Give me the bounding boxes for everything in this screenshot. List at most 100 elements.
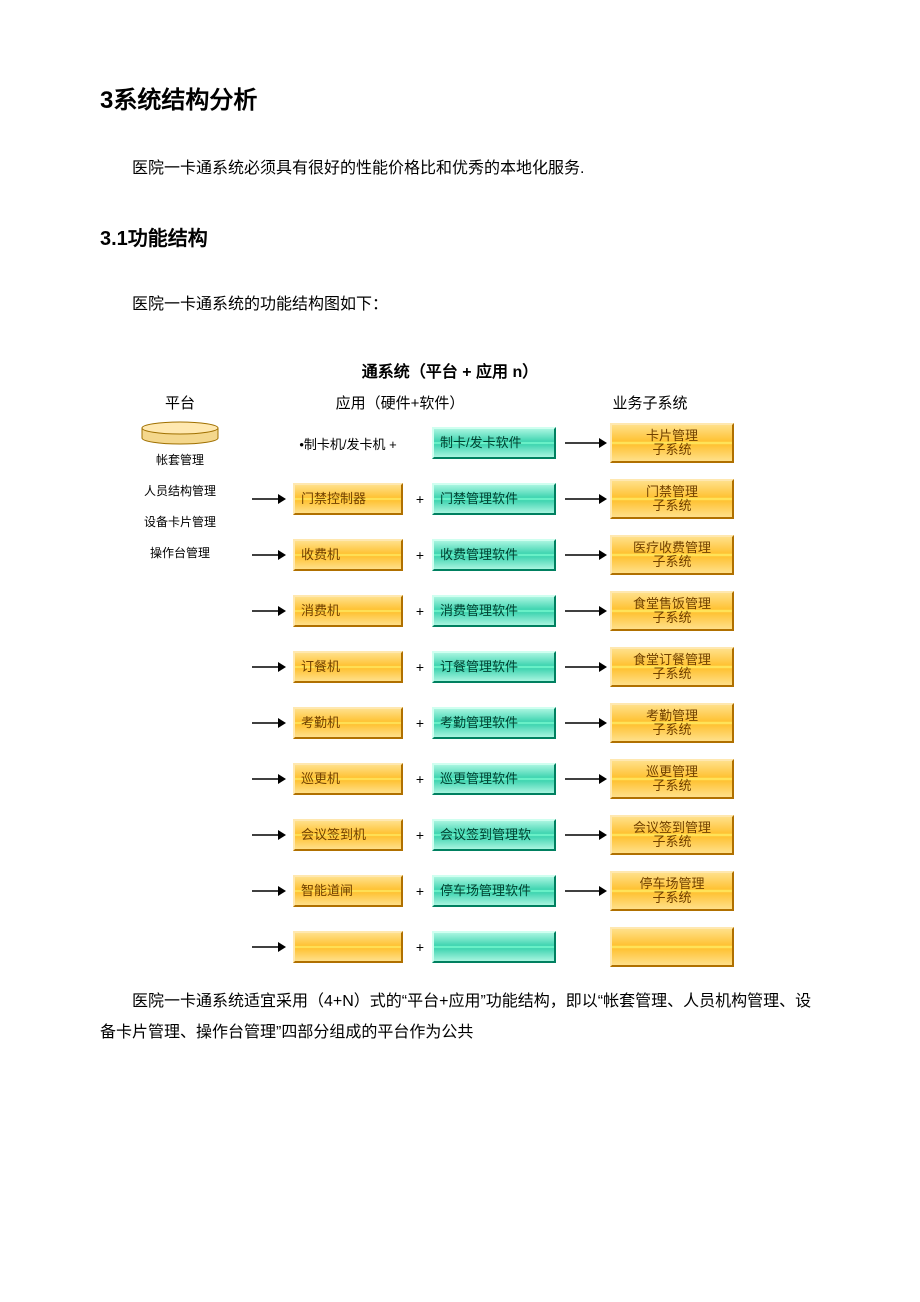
cylinder-icon — [140, 421, 220, 443]
plus-sign: + — [408, 827, 432, 843]
hardware-slot: 巡更机 — [288, 763, 408, 795]
subsystem-box: 食堂售饭管理 子系统 — [610, 591, 734, 631]
diagram-row: 收费机 +收费管理软件 医疗收费管理 子系统 — [250, 533, 790, 577]
arrow-out-icon — [562, 436, 610, 450]
arrow-in-icon — [250, 604, 288, 618]
hardware-slot: 会议签到机 — [288, 819, 408, 851]
platform-label: 操作台管理 — [110, 544, 250, 561]
subsystem-slot: 停车场管理 子系统 — [610, 871, 740, 911]
subsystem-slot: 巡更管理 子系统 — [610, 759, 740, 799]
software-box: 制卡/发卡软件 — [432, 427, 556, 459]
software-slot: 制卡/发卡软件 — [432, 427, 562, 459]
software-slot: 收费管理软件 — [432, 539, 562, 571]
plus-sign: + — [408, 603, 432, 619]
hardware-box: 门禁控制器 — [293, 483, 403, 515]
subsystem-box: 停车场管理 子系统 — [610, 871, 734, 911]
software-box: 收费管理软件 — [432, 539, 556, 571]
platform-label: 人员结构管理 — [110, 482, 250, 499]
software-slot: 考勤管理软件 — [432, 707, 562, 739]
arrow-in-icon — [250, 772, 288, 786]
diagram-column-headers: 平台 应用（硬件+软件） 业务子系统 — [110, 392, 790, 413]
platform-label: 设备卡片管理 — [110, 513, 250, 530]
plus-sign: + — [408, 715, 432, 731]
plus-sign: + — [408, 883, 432, 899]
intro2-paragraph: 医院一卡通系统的功能结构图如下： — [100, 291, 820, 318]
col-header-app: 应用（硬件+软件） — [250, 392, 550, 413]
diagram-row: 巡更机 +巡更管理软件 巡更管理 子系统 — [250, 757, 790, 801]
col-header-platform: 平台 — [110, 392, 250, 413]
subsystem-box: 会议签到管理 子系统 — [610, 815, 734, 855]
arrow-in-icon — [250, 548, 288, 562]
closing-paragraph: 医院一卡通系统适宜采用（4+N）式的“平台+应用”功能结构，即以“帐套管理、人员… — [100, 987, 820, 1048]
subsection-heading: 3.1功能结构 — [100, 222, 820, 251]
plus-sign: + — [408, 547, 432, 563]
platform-label: 帐套管理 — [110, 451, 250, 468]
hardware-slot: 消费机 — [288, 595, 408, 627]
software-slot: 会议签到管理软 — [432, 819, 562, 851]
software-slot: 巡更管理软件 — [432, 763, 562, 795]
col-header-subsystem: 业务子系统 — [550, 392, 750, 413]
hardware-box: 订餐机 — [293, 651, 403, 683]
section-heading: 3系统结构分析 — [100, 80, 820, 115]
arrow-in-icon — [250, 492, 288, 506]
software-slot — [432, 931, 562, 963]
software-box: 门禁管理软件 — [432, 483, 556, 515]
subsystem-slot: 食堂订餐管理 子系统 — [610, 647, 740, 687]
hardware-box: 智能道闸 — [293, 875, 403, 907]
hardware-box: 收费机 — [293, 539, 403, 571]
hardware-box: 消费机 — [293, 595, 403, 627]
subsystem-slot: 考勤管理 子系统 — [610, 703, 740, 743]
intro-paragraph: 医院一卡通系统必须具有很好的性能价格比和优秀的本地化服务. — [100, 155, 820, 182]
subsystem-box: 卡片管理 子系统 — [610, 423, 734, 463]
function-structure-diagram: 通系统（平台 + 应用 n） 平台 应用（硬件+软件） 业务子系统 帐套管理 人… — [110, 358, 790, 981]
subsystem-slot: 卡片管理 子系统 — [610, 423, 740, 463]
plus-sign: + — [408, 659, 432, 675]
subsystem-box: 巡更管理 子系统 — [610, 759, 734, 799]
diagram-row: 考勤机+考勤管理软件 考勤管理 子系统 — [250, 701, 790, 745]
software-box: 订餐管理软件 — [432, 651, 556, 683]
subsystem-slot: 门禁管理 子系统 — [610, 479, 740, 519]
arrow-out-icon — [562, 716, 610, 730]
diagram-row: + — [250, 925, 790, 969]
software-slot: 订餐管理软件 — [432, 651, 562, 683]
hardware-plain-text: •制卡机/发卡机 + — [299, 434, 396, 453]
software-slot: 门禁管理软件 — [432, 483, 562, 515]
hardware-box: 巡更机 — [293, 763, 403, 795]
subsystem-box — [610, 927, 734, 967]
arrow-in-icon — [250, 716, 288, 730]
software-slot: 停车场管理软件 — [432, 875, 562, 907]
hardware-slot: 门禁控制器 — [288, 483, 408, 515]
plus-sign: + — [408, 491, 432, 507]
diagram-row: •制卡机/发卡机 + 制卡/发卡软件 卡片管理 子系统 — [250, 421, 790, 465]
software-box: 巡更管理软件 — [432, 763, 556, 795]
hardware-slot: 考勤机 — [288, 707, 408, 739]
diagram-rows: •制卡机/发卡机 + 制卡/发卡软件 卡片管理 子系统 门禁控制器 +门禁管理软件 … — [250, 421, 790, 981]
arrow-in-icon — [250, 828, 288, 842]
software-box: 消费管理软件 — [432, 595, 556, 627]
subsystem-slot: 食堂售饭管理 子系统 — [610, 591, 740, 631]
arrow-out-icon — [562, 772, 610, 786]
hardware-slot: •制卡机/发卡机 + — [288, 434, 408, 453]
subsystem-box: 门禁管理 子系统 — [610, 479, 734, 519]
arrow-out-icon — [562, 492, 610, 506]
software-box: 考勤管理软件 — [432, 707, 556, 739]
hardware-slot: 智能道闸 — [288, 875, 408, 907]
subsystem-slot: 医疗收费管理 子系统 — [610, 535, 740, 575]
software-box: 停车场管理软件 — [432, 875, 556, 907]
plus-sign: + — [408, 939, 432, 955]
subsystem-slot: 会议签到管理 子系统 — [610, 815, 740, 855]
plus-sign: + — [408, 771, 432, 787]
hardware-box — [293, 931, 403, 963]
software-box: 会议签到管理软 — [432, 819, 556, 851]
diagram-row: 消费机 +消费管理软件 食堂售饭管理 子系统 — [250, 589, 790, 633]
arrow-in-icon — [250, 660, 288, 674]
arrow-out-icon — [562, 660, 610, 674]
hardware-slot: 订餐机 — [288, 651, 408, 683]
arrow-out-icon — [562, 828, 610, 842]
arrow-out-icon — [562, 548, 610, 562]
arrow-in-icon — [250, 940, 288, 954]
diagram-row: 会议签到机+会议签到管理软 会议签到管理 子系统 — [250, 813, 790, 857]
diagram-row: 智能道闸 +停车场管理软件 停车场管理 子系统 — [250, 869, 790, 913]
diagram-row: 门禁控制器 +门禁管理软件 门禁管理 子系统 — [250, 477, 790, 521]
arrow-in-icon — [250, 884, 288, 898]
